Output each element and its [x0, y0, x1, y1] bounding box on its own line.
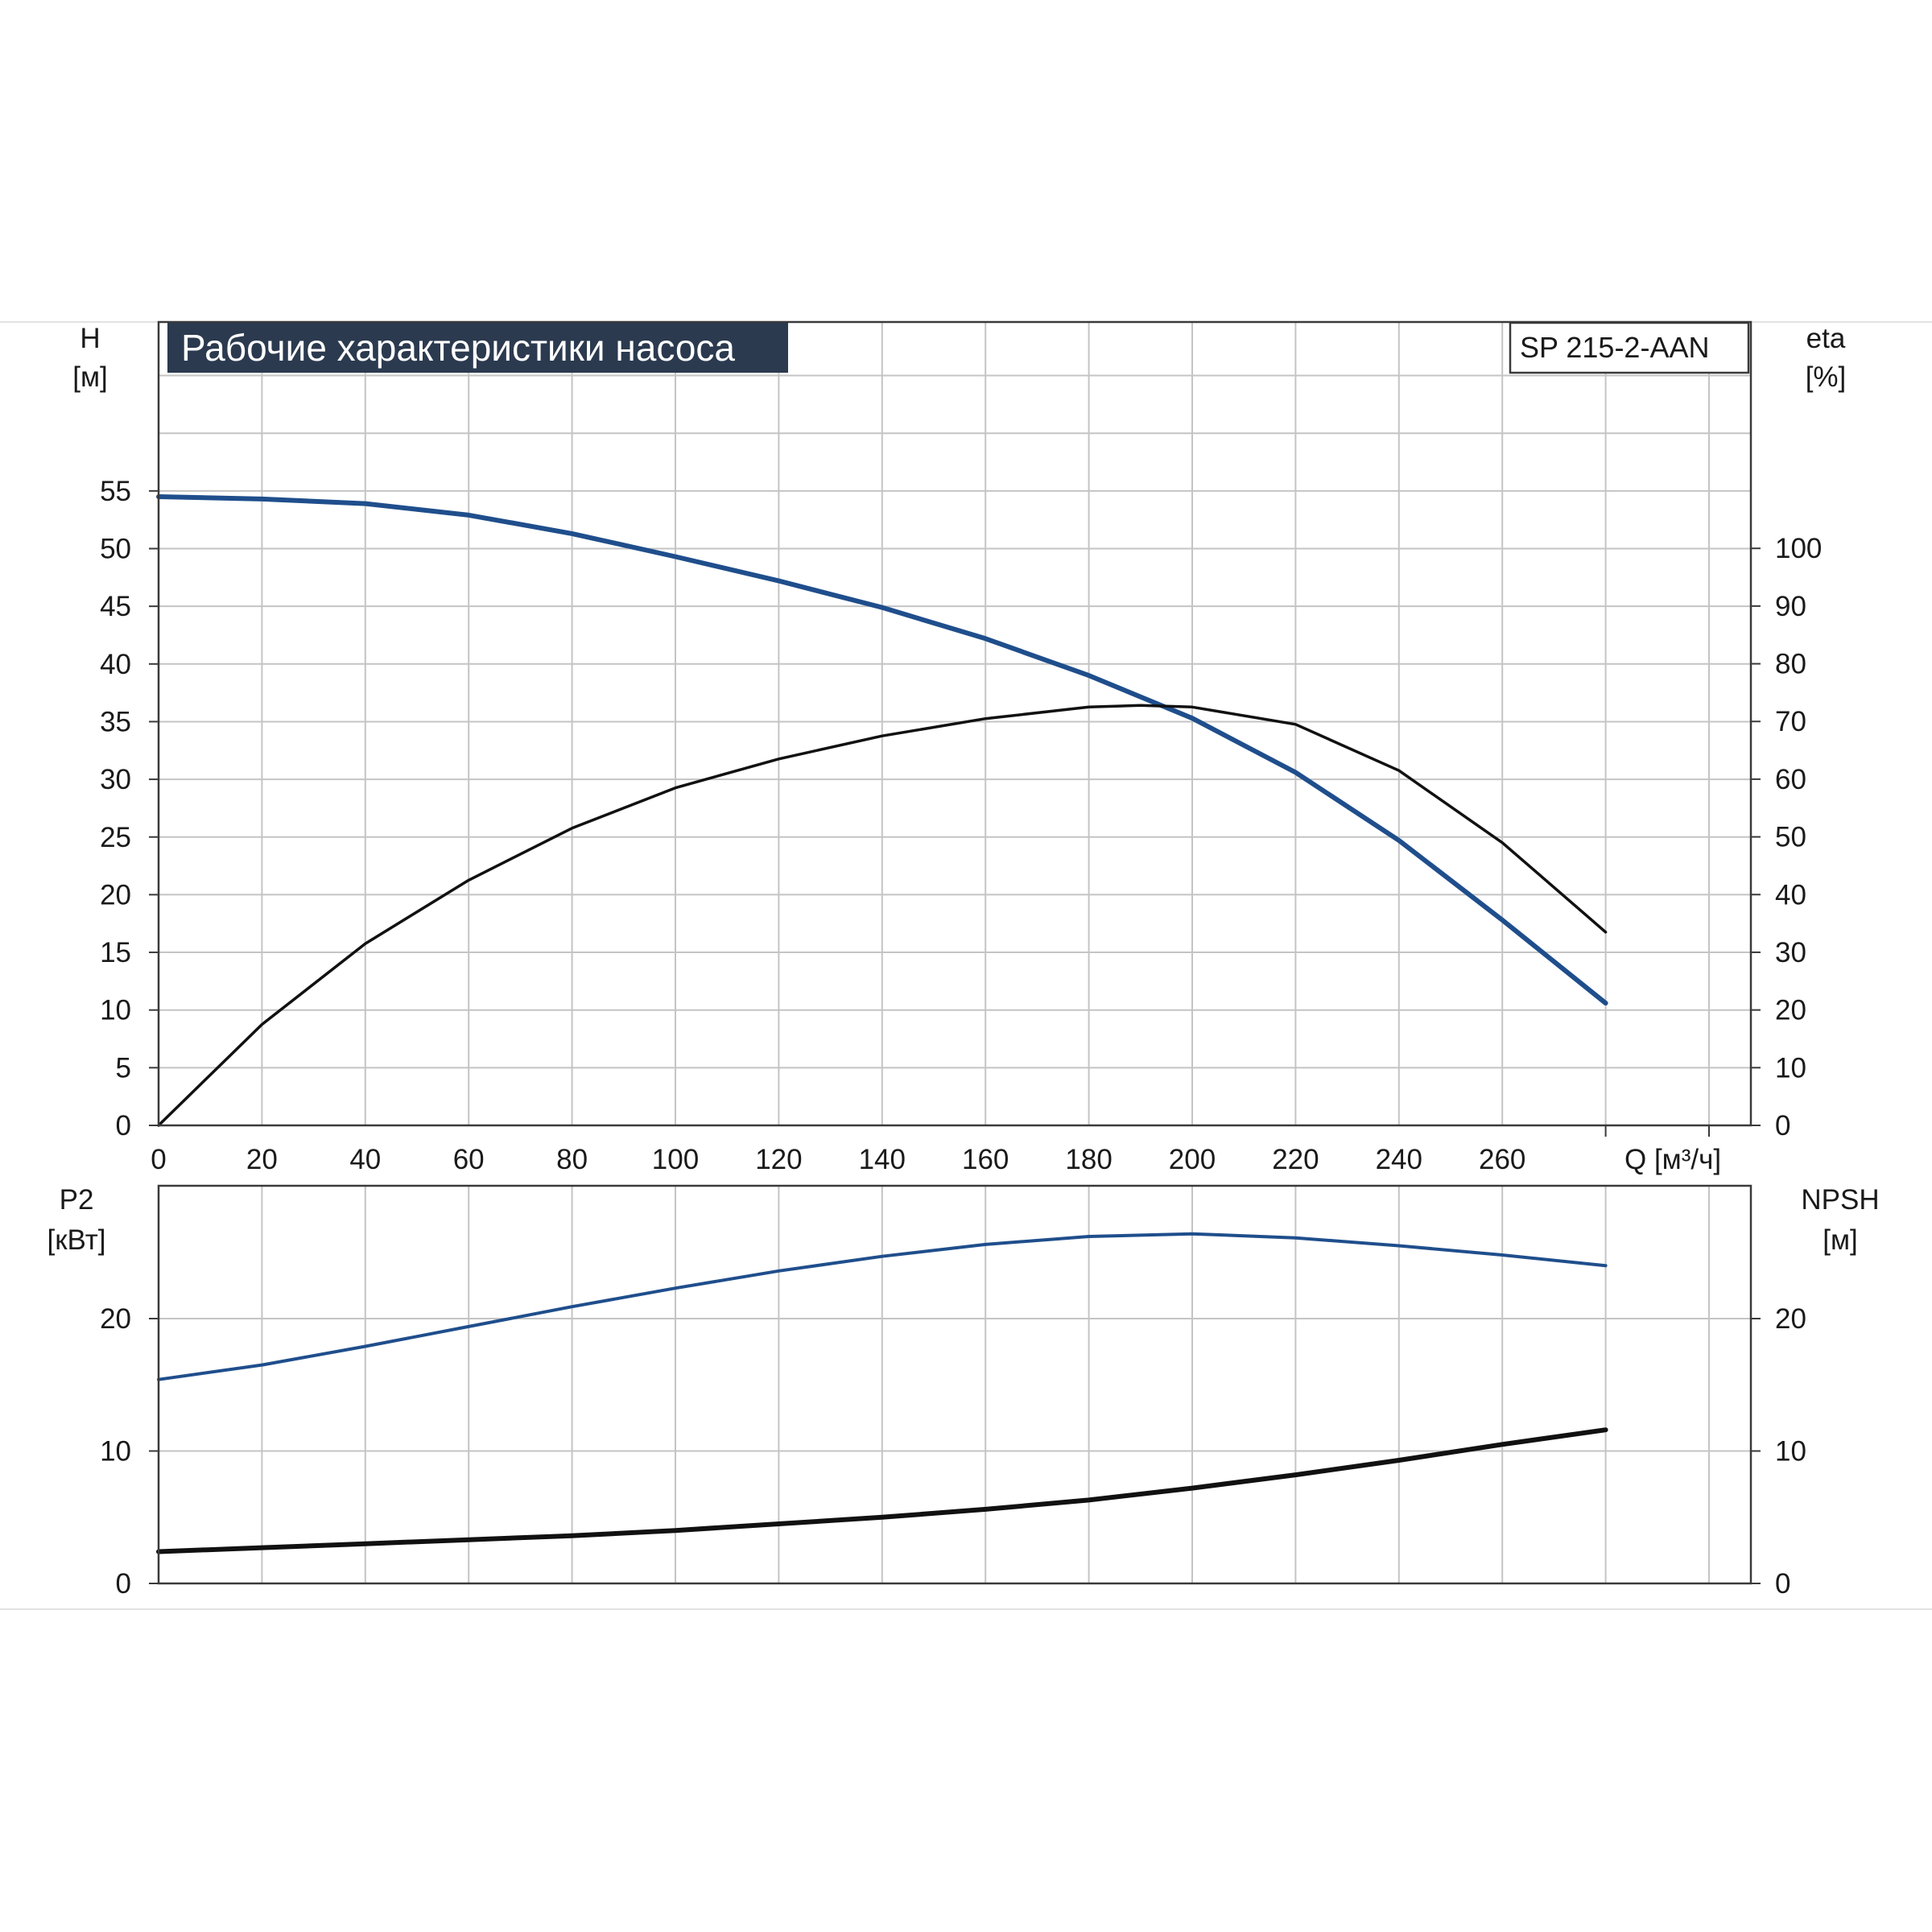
right-tick-label: 100 — [1775, 533, 1822, 564]
bottom-grid — [159, 1186, 1751, 1583]
right-tick-label: 90 — [1775, 591, 1806, 622]
p2-power-curve — [157, 1232, 1608, 1381]
x-tick-label: 0 — [151, 1144, 166, 1175]
p2-tick-label: 10 — [100, 1436, 131, 1468]
bottom-tick-labels: 0 10 20 0 10 20 — [100, 1303, 1806, 1600]
left-tick-label: 15 — [100, 937, 131, 968]
x-axis-label: Q [м³/ч] — [1624, 1144, 1721, 1175]
right-tick-label: 70 — [1775, 706, 1806, 737]
left-tick-label: 55 — [100, 476, 131, 507]
left-tick-label: 50 — [100, 534, 131, 565]
right-tick-label: 60 — [1775, 764, 1806, 795]
x-tick-label: 200 — [1169, 1144, 1216, 1175]
x-tick-label: 180 — [1065, 1144, 1112, 1175]
left-tick-label: 30 — [100, 764, 131, 795]
left-tick-label: 40 — [100, 649, 131, 680]
npsh-tick-label: 0 — [1775, 1568, 1790, 1600]
x-tick-label: 80 — [556, 1144, 588, 1175]
x-tick-label: 60 — [453, 1144, 485, 1175]
top-left-axis-label-unit: [м] — [72, 361, 108, 393]
top-plot-frame — [157, 320, 1752, 1127]
chart-title: Рабочие характеристики насоса — [181, 327, 735, 369]
bottom-left-axis-label-name: P2 — [60, 1184, 94, 1216]
title-box — [167, 323, 788, 373]
p2-tick-label: 20 — [100, 1303, 131, 1335]
x-tick-label: 100 — [652, 1144, 699, 1175]
model-label: SP 215-2-AAN — [1520, 331, 1709, 364]
x-tick-label: 220 — [1272, 1144, 1319, 1175]
bottom-plot-frame — [157, 1184, 1752, 1585]
top-series — [156, 494, 1608, 1127]
left-tick-label: 10 — [100, 995, 131, 1026]
right-tick-label: 20 — [1775, 995, 1806, 1026]
bottom-left-axis-label-unit: [кВт] — [47, 1224, 106, 1256]
top-tick-labels: 0 20 40 60 80 100 120 140 160 180 200 220 240 2600510… — [100, 476, 1822, 1175]
right-tick-label: 30 — [1775, 937, 1806, 968]
top-right-axis-label-name: eta — [1806, 323, 1846, 354]
right-tick-label: 50 — [1775, 822, 1806, 853]
npsh-tick-label: 10 — [1775, 1436, 1806, 1468]
left-tick-label: 45 — [100, 591, 131, 622]
left-tick-label: 20 — [100, 879, 131, 910]
p2-tick-label: 0 — [116, 1568, 131, 1600]
x-tick-label: 40 — [349, 1144, 381, 1175]
left-tick-label: 25 — [100, 822, 131, 853]
left-tick-label: 35 — [100, 706, 131, 737]
npsh-tick-label: 20 — [1775, 1303, 1806, 1335]
top-left-axis-label-name: H — [80, 323, 100, 354]
x-tick-label: 140 — [859, 1144, 906, 1175]
x-tick-label: 240 — [1376, 1144, 1422, 1175]
left-tick-label: 0 — [116, 1110, 131, 1141]
x-tick-label: 160 — [962, 1144, 1009, 1175]
right-tick-label: 80 — [1775, 649, 1806, 680]
npsh-curve — [156, 1427, 1608, 1554]
x-tick-label: 120 — [755, 1144, 802, 1175]
top-right-axis-label-unit: [%] — [1806, 361, 1847, 393]
right-tick-label: 10 — [1775, 1052, 1806, 1084]
left-tick-label: 5 — [116, 1052, 131, 1084]
model-box — [1509, 321, 1750, 374]
x-tick-label: 260 — [1479, 1144, 1525, 1175]
bottom-right-axis-label-unit: [м] — [1823, 1224, 1858, 1256]
bottom-right-axis-label-name: NPSH — [1801, 1184, 1879, 1216]
right-tick-label: 0 — [1775, 1110, 1790, 1141]
head-curve — [156, 494, 1608, 1006]
right-tick-label: 40 — [1775, 879, 1806, 910]
efficiency-curve — [157, 704, 1608, 1127]
x-tick-label: 20 — [246, 1144, 278, 1175]
bottom-series — [156, 1232, 1608, 1554]
